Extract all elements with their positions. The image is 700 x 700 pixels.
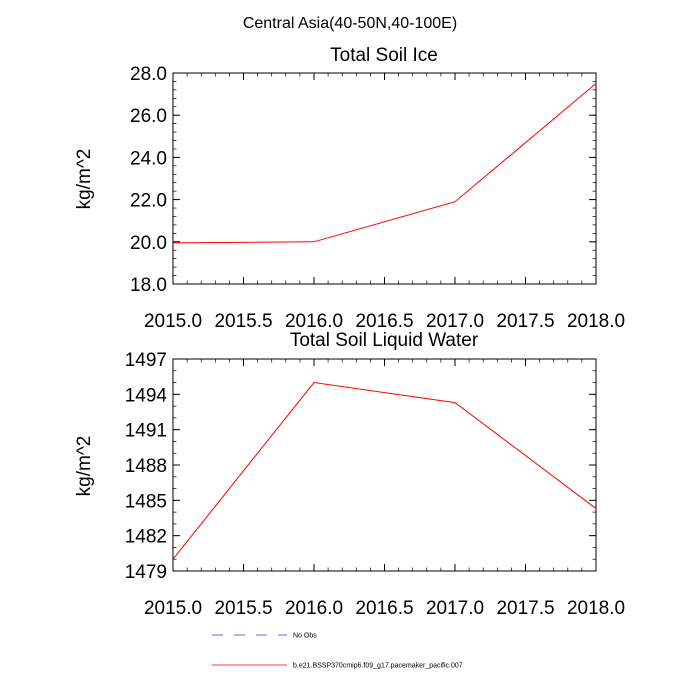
x-tick-label: 2015.0: [144, 598, 202, 619]
y-tick-label: 1491: [125, 421, 167, 442]
x-tick-label: 2016.5: [355, 311, 413, 332]
y-tick-label: 1482: [125, 527, 167, 548]
x-tick-label: 2015.5: [214, 598, 272, 619]
figure-title: Central Asia(40-50N,40-100E): [243, 15, 457, 32]
y-tick-label: 20.0: [130, 233, 167, 254]
x-tick-label: 2015.0: [144, 311, 202, 332]
legend: No Obs b.e21.BSSP370cmip6.f09_g17.pacema…: [212, 633, 463, 670]
y-tick-label: 24.0: [130, 148, 167, 169]
plot-frame: [172, 72, 597, 285]
x-tick-label: 2017.0: [426, 598, 484, 619]
y-tick-label: 1494: [125, 385, 168, 406]
y-axis-label: kg/m^2: [74, 436, 95, 497]
x-tick-label: 2017.5: [496, 598, 554, 619]
y-tick-label: 1479: [125, 562, 167, 583]
legend-label-model: b.e21.BSSP370cmip6.f09_g17.pacemaker_pac…: [293, 663, 463, 670]
x-tick-label: 2017.0: [426, 311, 484, 332]
x-tick-label: 2016.0: [285, 311, 343, 332]
y-tick-label: 26.0: [130, 106, 167, 127]
y-tick-label: 1497: [125, 350, 167, 371]
y-tick-label: 28.0: [130, 64, 167, 85]
x-tick-label: 2015.5: [214, 311, 272, 332]
series-line: [172, 382, 597, 560]
legend-label-no-obs: No Obs: [293, 633, 317, 640]
panel-title: Total Soil Liquid Water: [290, 330, 479, 351]
x-tick-label: 2017.5: [496, 311, 554, 332]
panel-title: Total Soil Ice: [330, 45, 438, 66]
y-tick-label: 1485: [125, 491, 167, 512]
y-tick-label: 18.0: [130, 275, 167, 296]
x-tick-label: 2018.0: [567, 311, 625, 332]
y-tick-label: 1488: [125, 456, 167, 477]
panel-total-soil-liquid-water: Total Soil Liquid Water kg/m^2 2015.0 201…: [74, 330, 625, 619]
panel-total-soil-ice: Total Soil Ice kg/m^2 2015.0 2015.5 2016.0…: [74, 45, 625, 332]
plot-frame: [172, 358, 597, 572]
x-tick-label: 2016.5: [355, 598, 413, 619]
x-tick-label: 2016.0: [285, 598, 343, 619]
x-tick-label: 2018.0: [567, 598, 625, 619]
series-line: [172, 83, 597, 244]
y-axis-label: kg/m^2: [74, 149, 95, 210]
y-tick-label: 22.0: [130, 191, 167, 212]
